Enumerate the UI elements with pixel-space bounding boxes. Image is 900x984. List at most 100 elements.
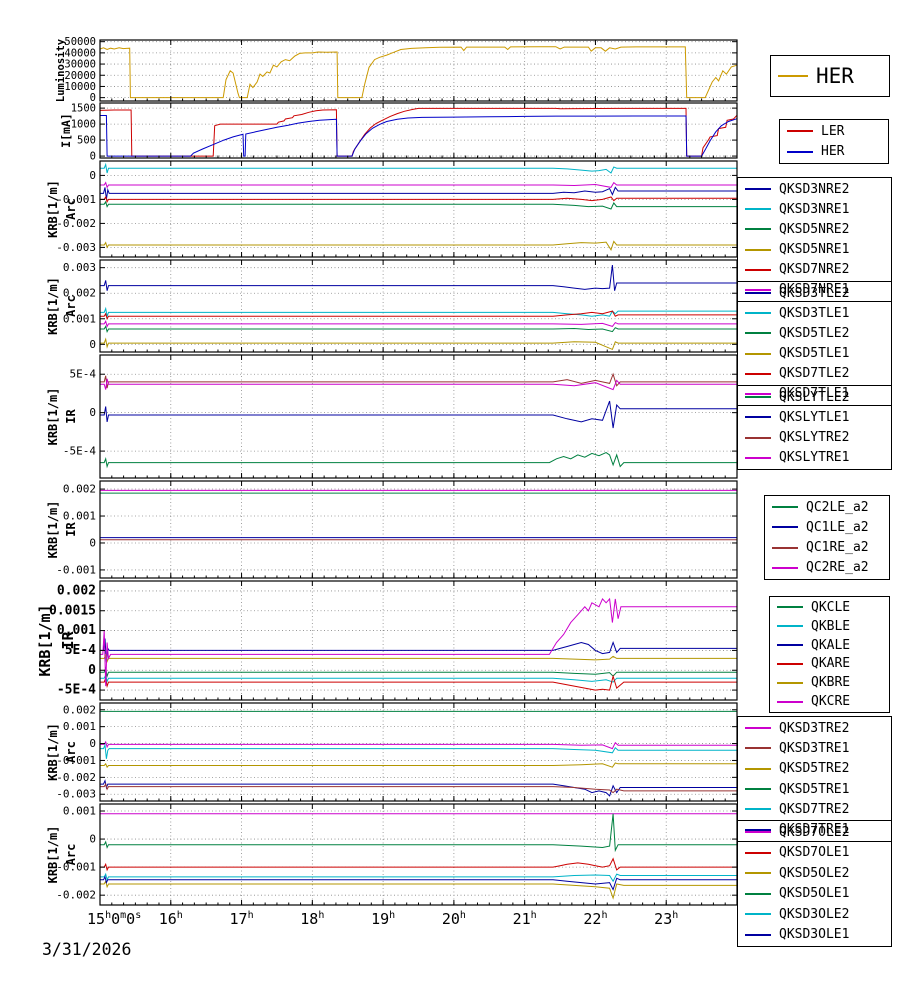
legend-label: QC1RE_a2: [806, 540, 869, 556]
legend-line-swatch: [745, 872, 771, 875]
legend-entry-QKALE: QKALE: [770, 638, 889, 653]
series-QKSD5TRE2: [100, 762, 737, 769]
series-QKSD3TLE2: [100, 265, 737, 291]
y-tick-label: 0.001: [63, 720, 96, 733]
legend-label: QKSD7TRE2: [779, 801, 850, 817]
legend-entry-QKSD5TRE1: QKSD5TRE1: [738, 782, 891, 797]
panel-series: [100, 162, 737, 251]
legend-entry-QKARE: QKARE: [770, 656, 889, 671]
legend-luminosity: HER: [770, 55, 890, 97]
legend-entry-QKSD7NRE1: QKSD7NRE1: [738, 282, 891, 297]
y-tick-label: 0.001: [63, 805, 96, 818]
legend-line-swatch: [745, 913, 771, 916]
x-tick-label: 23h: [654, 910, 678, 928]
y-tick-label: -0.002: [56, 889, 96, 902]
legend-entry-QKSD5NRE1: QKSD5NRE1: [738, 242, 891, 257]
date-label: 3/31/2026: [42, 940, 132, 959]
panel-series: [99, 46, 738, 99]
y-tick-label: 0: [89, 406, 96, 419]
panel-series: [100, 710, 737, 797]
x-tick-label: 16h: [159, 910, 183, 928]
panel-series: [99, 107, 738, 157]
series-QKSLYTLE1: [100, 400, 737, 429]
legend-krb-ir-qc: QC2LE_a2 QC1LE_a2 QC1RE_a2 QC2RE_a2: [764, 495, 890, 580]
legend-label: QKSD3TLE2: [779, 285, 850, 301]
series-QKSD7OLE1: [100, 857, 737, 872]
series-HER: [99, 46, 738, 99]
y-axis-label: KRB[1/m]: [36, 604, 54, 676]
legend-label: QKSD7NRE2: [779, 262, 850, 278]
series-QKSD7NRE1: [100, 181, 737, 189]
legend-line-swatch: [777, 625, 803, 628]
legend-line-swatch: [745, 892, 771, 895]
legend-label: QKSD5TLE2: [779, 325, 850, 341]
panel-grid: [100, 260, 737, 352]
legend-label: HER: [821, 144, 845, 160]
legend-line-swatch: [772, 546, 798, 549]
y-tick-label: 0.0015: [49, 603, 96, 618]
panel-axes: 0.002 0.001 0 -0.001: [56, 480, 738, 579]
legend-current: LER HER: [779, 119, 889, 164]
legend-line-swatch: [745, 248, 771, 251]
legend-line-swatch: [745, 933, 771, 936]
y-tick-label: 0.001: [63, 510, 96, 523]
y-tick-label: 0: [89, 833, 96, 846]
y-tick-label: 0: [89, 169, 96, 182]
legend-line-swatch: [745, 396, 771, 399]
legend-entry-QKSLYTLE2: QKSLYTLE2: [738, 390, 891, 405]
panel-krb-arc-nre: 0 -0.001 -0.002 -0.003 KRB[1/m] Arc: [46, 160, 738, 258]
legend-label: QKSD5TRE2: [779, 761, 850, 777]
y-tick-label: 0: [88, 663, 96, 678]
series-QKCRE: [100, 597, 737, 687]
y-tick-label: 10000: [64, 81, 96, 93]
legend-label: QKSD5OLE1: [779, 886, 850, 902]
legend-entry-QKSLYTLE1: QKSLYTLE1: [738, 409, 891, 425]
y-axis-label: KRB[1/m]: [46, 826, 60, 884]
legend-entry-QKSD3OLE1: QKSD3OLE1: [738, 927, 891, 942]
legend-line-swatch: [787, 150, 813, 153]
legend-label: QKSD3TLE1: [779, 305, 850, 321]
legend-entry-QKBRE: QKBRE: [770, 675, 889, 690]
legend-label: LER: [821, 123, 845, 139]
panel-series: [100, 489, 737, 541]
y-tick-label: 0.003: [63, 261, 96, 274]
series-QKSD5NRE1: [100, 240, 737, 251]
panel-grid: [100, 355, 737, 478]
y-tick-label: 20000: [64, 70, 96, 82]
y-tick-label: -0.003: [56, 788, 96, 801]
legend-label: QKSLYTLE1: [779, 409, 850, 425]
legend-line-swatch: [777, 662, 803, 665]
series-QKCLE: [100, 666, 737, 679]
legend-entry-QKSD7NRE2: QKSD7NRE2: [738, 262, 891, 278]
legend-line-swatch: [777, 644, 803, 647]
y-axis-label: KRB[1/m]: [46, 723, 60, 781]
legend-entry-QKSD5TLE2: QKSD5TLE2: [738, 325, 891, 341]
y-tick-label: 0: [89, 737, 96, 750]
series-QKSLYTRE2: [100, 372, 737, 389]
legend-entry-QKSD3TRE2: QKSD3TRE2: [738, 721, 891, 736]
legend-line-swatch: [745, 292, 771, 295]
panel-grid: [100, 161, 737, 257]
y-axis-label: KRB[1/m]: [46, 501, 60, 559]
panel-series: [100, 372, 737, 469]
y-axis-label: Arc: [64, 844, 78, 866]
legend-line-swatch: [745, 352, 771, 355]
legend-line-swatch: [772, 526, 798, 529]
legend-entry-QKBLE: QKBLE: [770, 619, 889, 634]
series-QKSD5OLE1: [100, 813, 737, 853]
series-QKSD7TLE1: [100, 320, 737, 328]
legend-entry-QKSD5OLE1: QKSD5OLE1: [738, 886, 891, 902]
legend-krb-arc-ole: QKSD7OLE2 QKSD7OLE1 QKSD5OLE2 QKSD5OLE1 QKSD…: [737, 820, 892, 947]
legend-label: QC1LE_a2: [806, 519, 869, 535]
panel-axes: 0 500 1000 1500: [71, 102, 738, 163]
legend-line-swatch: [745, 268, 771, 271]
panel-series: [100, 813, 737, 900]
y-tick-label: 50000: [64, 36, 96, 48]
series-QKSD7TLE2: [100, 310, 737, 321]
y-tick-label: 0.001: [63, 312, 96, 325]
legend-line-swatch: [745, 288, 771, 291]
legend-krb-ir-sly: QKSLYTLE2 QKSLYTLE1 QKSLYTRE2 QKSLYTRE1: [737, 385, 892, 470]
y-tick-label: 40000: [64, 47, 96, 59]
